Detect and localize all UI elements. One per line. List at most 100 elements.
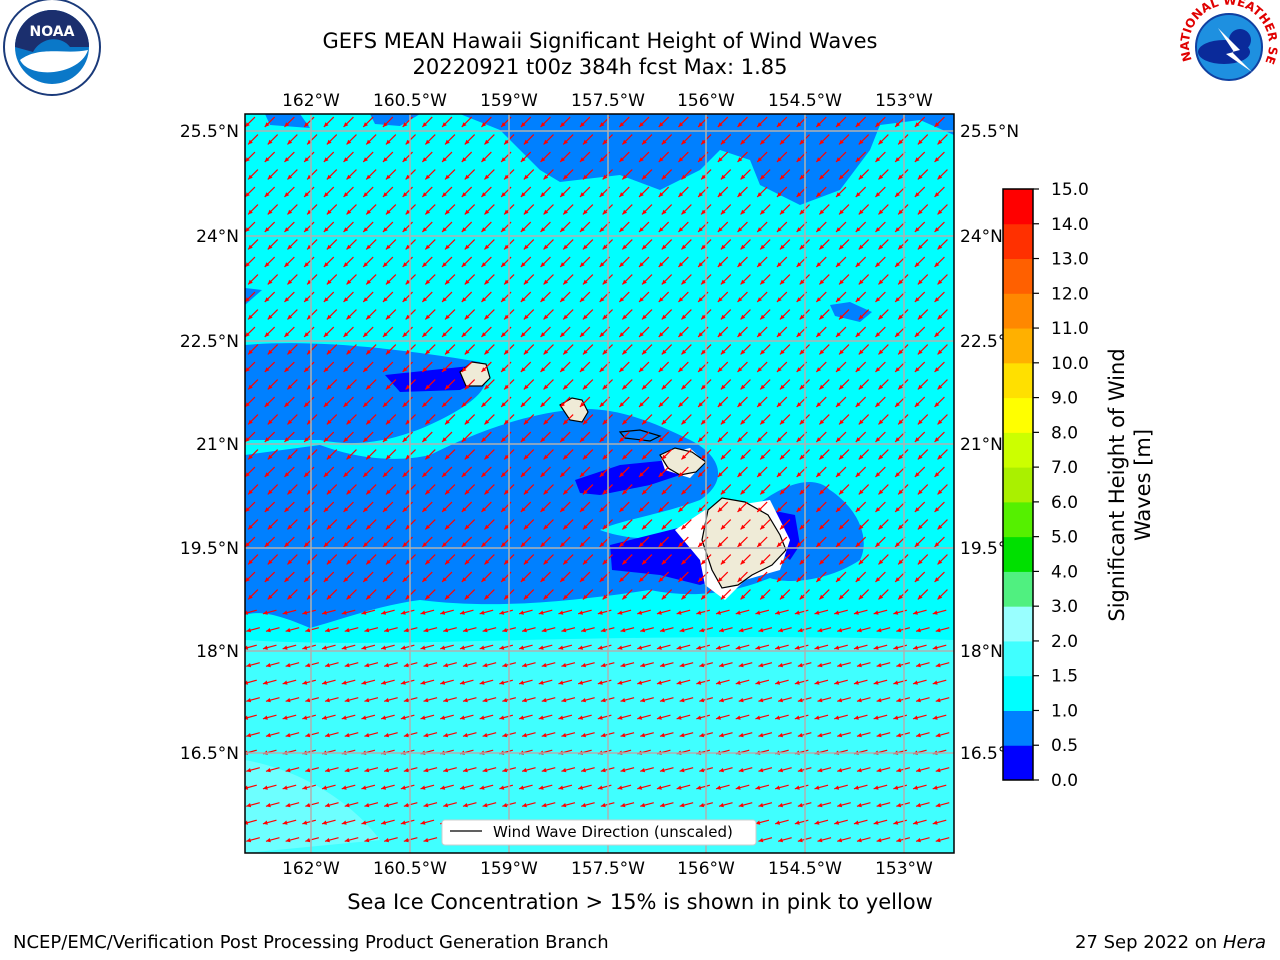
wave-arrow (779, 309, 791, 320)
wave-arrow (326, 414, 338, 425)
wave-arrow (878, 554, 889, 565)
wave-arrow (541, 697, 556, 703)
wave-arrow (324, 662, 339, 668)
wave-arrow (441, 221, 453, 233)
wave-arrow (641, 204, 653, 215)
wave-arrow (756, 396, 768, 408)
wave-arrow (346, 519, 357, 530)
wave-arrow (681, 204, 692, 215)
wave-arrow (382, 256, 394, 268)
wave-arrow (897, 204, 909, 215)
wave-arrow (681, 309, 692, 320)
wave-arrow (582, 274, 594, 285)
wave-arrow (441, 431, 453, 443)
wave-arrow (878, 134, 889, 145)
lon-tick-top: 162°W (282, 91, 340, 111)
wave-arrow (834, 714, 848, 720)
colorbar-segment (1003, 675, 1033, 711)
wave-arrow (343, 186, 354, 198)
wave-arrow (621, 309, 633, 320)
wave-arrow (402, 186, 413, 198)
wave-arrow (774, 679, 789, 685)
wave-arrow (441, 291, 453, 303)
wave-arrow (912, 784, 927, 790)
wave-arrow (835, 501, 847, 513)
wave-arrow (538, 679, 553, 685)
wave-arrow (618, 151, 630, 163)
wave-arrow (855, 186, 867, 198)
wave-arrow (265, 732, 280, 738)
wave-arrow (738, 627, 753, 633)
wave-arrow (915, 837, 930, 843)
wave-arrow (421, 186, 433, 198)
wave-arrow (361, 819, 376, 825)
wave-arrow (855, 116, 867, 128)
wave-arrow (344, 767, 359, 773)
wave-arrow (481, 571, 492, 583)
wave-arrow (364, 767, 379, 773)
wave-arrow (759, 134, 771, 145)
wave-arrow (720, 274, 732, 285)
colorbar-segment (1003, 397, 1033, 433)
wave-arrow (562, 589, 574, 600)
wave-arrow (876, 662, 891, 668)
wave-arrow (856, 697, 871, 703)
wave-arrow (935, 767, 950, 773)
wave-arrow (520, 396, 532, 408)
wave-arrow (737, 466, 748, 478)
wave-arrow (361, 784, 376, 790)
wave-arrow (562, 169, 574, 180)
wave-arrow (837, 697, 851, 703)
wave-arrow (897, 169, 909, 180)
wave-arrow (245, 256, 256, 268)
wave-arrow (917, 134, 929, 145)
wave-arrow (640, 627, 654, 633)
wave-arrow (679, 627, 694, 633)
wave-arrow (853, 784, 868, 790)
wave-arrow (364, 802, 379, 808)
wave-arrow (484, 449, 495, 460)
wave-arrow (638, 151, 650, 163)
wave-arrow (443, 802, 457, 808)
wave-arrow (303, 151, 315, 163)
wave-arrow (717, 151, 729, 163)
wave-arrow (681, 169, 692, 180)
wave-arrow (444, 519, 456, 530)
lon-tick-bottom: 162°W (282, 859, 340, 879)
wave-arrow (853, 819, 868, 825)
legend-label: Wind Wave Direction (unscaled) (493, 823, 733, 841)
wave-arrow (423, 732, 438, 738)
wave-arrow (245, 536, 256, 548)
wave-arrow (402, 571, 413, 583)
wave-arrow (265, 697, 280, 703)
wave-arrow (935, 697, 950, 703)
wave-arrow (540, 151, 551, 163)
wave-arrow (441, 256, 453, 268)
wave-arrow (540, 116, 551, 128)
wave-arrow (481, 466, 492, 478)
wave-arrow (461, 396, 473, 408)
wave-arrow (284, 151, 295, 163)
wave-arrow (735, 714, 750, 720)
wave-arrow (717, 186, 729, 198)
wave-arrow (835, 151, 847, 163)
wave-arrow (934, 326, 945, 338)
lat-tick-left: 19.5°N (180, 539, 239, 559)
wave-arrow (341, 644, 356, 650)
wave-arrow (621, 379, 633, 390)
wave-arrow (658, 501, 670, 513)
wave-arrow (561, 662, 576, 668)
wave-arrow (661, 414, 673, 425)
wave-arrow (876, 802, 891, 808)
wave-arrow (838, 134, 850, 145)
wave-arrow (520, 571, 532, 583)
wave-arrow (597, 714, 612, 720)
wave-arrow (385, 484, 397, 495)
wave-arrow (346, 554, 357, 565)
wave-arrow (523, 169, 535, 180)
wave-arrow (482, 697, 497, 703)
wave-arrow (361, 679, 376, 685)
wave-arrow (915, 627, 930, 633)
wave-arrow (540, 501, 551, 513)
wave-arrow (855, 466, 867, 478)
